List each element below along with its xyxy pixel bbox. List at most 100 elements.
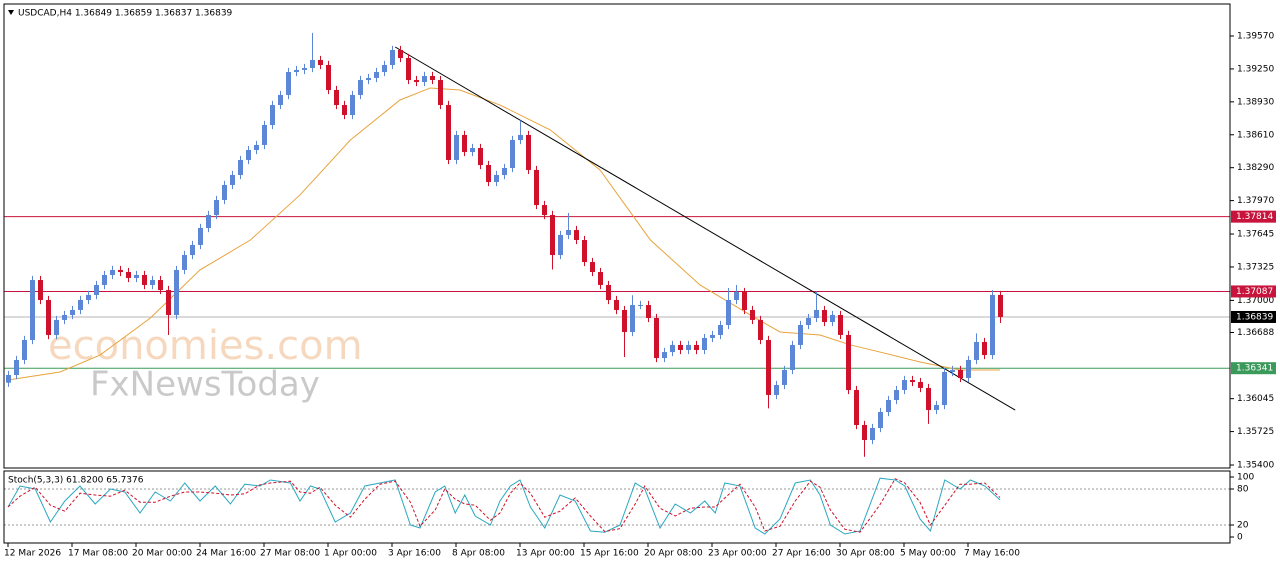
symbol-menu-icon[interactable] (8, 10, 14, 15)
y-tick-label: 1.36688 (1237, 328, 1274, 338)
candle-body (262, 124, 267, 145)
candle-body (910, 380, 915, 382)
x-tick-label: 13 Apr 00:00 (516, 549, 575, 559)
y-tick-label: 1.38930 (1237, 97, 1274, 107)
x-tick-label: 17 Mar 08:00 (68, 549, 128, 559)
candle-body (854, 390, 859, 425)
candle-body (798, 324, 803, 345)
candle-body (206, 215, 211, 228)
watermark: FxNewsToday (90, 365, 320, 405)
candle-body (54, 319, 59, 335)
candle-body (366, 77, 371, 81)
candle-body (118, 269, 123, 273)
candle-body (990, 294, 995, 356)
candle-body (582, 240, 587, 263)
candle-body (654, 317, 659, 359)
candle-body (758, 319, 763, 341)
price-level-box (1231, 310, 1276, 323)
candle-body (390, 49, 395, 66)
candle-body (830, 315, 835, 323)
candle-body (926, 387, 931, 410)
candle-body (126, 272, 131, 278)
indicator-title: Stoch(5,3,3) 61.8200 65.7376 (8, 476, 144, 486)
candle-body (358, 80, 363, 95)
candle-body (302, 67, 307, 70)
candle-body (150, 280, 155, 285)
candle-body (982, 341, 987, 356)
candle-body (230, 174, 235, 185)
candle-body (622, 309, 627, 332)
candle-body (198, 227, 203, 245)
candle-body (974, 341, 979, 360)
candle-body (182, 255, 187, 270)
candle-body (558, 234, 563, 256)
candle-body (94, 284, 99, 295)
candle-body (566, 230, 571, 235)
candle-body (382, 65, 387, 73)
x-tick-label: 15 Apr 16:00 (580, 549, 639, 559)
candle-body (678, 344, 683, 350)
y-tick-label: 0 (1237, 533, 1243, 543)
candle-body (190, 244, 195, 256)
candle-body (326, 65, 331, 91)
candle-body (334, 90, 339, 106)
candle-body (734, 291, 739, 300)
candle-body (998, 294, 1003, 317)
moving-average (7, 87, 1000, 381)
candle-body (462, 134, 467, 153)
candle-body (886, 399, 891, 413)
x-tick-label: 27 Mar 08:00 (260, 549, 320, 559)
candle-body (958, 369, 963, 378)
candle-body (606, 284, 611, 300)
candle-body (278, 94, 283, 106)
candle-body (142, 274, 147, 285)
x-tick-label: 20 Mar 00:00 (132, 549, 192, 559)
candle-body (6, 374, 11, 383)
candle-body (550, 215, 555, 256)
candle-body (438, 80, 443, 106)
candle-body (542, 205, 547, 216)
price-level-box (1231, 362, 1276, 375)
candle-body (270, 105, 275, 125)
candle-body (406, 58, 411, 81)
candle-body (62, 315, 67, 320)
stoch-frame (3, 470, 1231, 544)
candle-body (526, 134, 531, 170)
candle-body (14, 359, 19, 375)
stochastic-line (7, 478, 1001, 533)
price-level-box (1231, 210, 1276, 223)
candle-body (718, 324, 723, 335)
y-tick-label: 1.37000 (1237, 296, 1274, 306)
axes: 1.39570 1.39250 1.38930 1.38610 1.38290 1.379… (4, 31, 1276, 559)
candle-body (846, 334, 851, 391)
trend-line (394, 46, 1016, 411)
candle-body (454, 134, 459, 160)
candle-body (814, 309, 819, 318)
candle-body (894, 390, 899, 400)
y-tick-label: 1.37970 (1237, 196, 1274, 206)
candle-body (534, 169, 539, 206)
y-tick-label: 80 (1237, 485, 1249, 495)
candle-body (502, 167, 507, 175)
candle-body (510, 140, 515, 168)
candle-body (78, 299, 83, 310)
price-level-label: 1.36341 (1236, 364, 1273, 374)
candle-body (478, 148, 483, 166)
y-tick-label: 1.38610 (1237, 130, 1274, 140)
y-tick-label: 1.37325 (1237, 262, 1274, 272)
candle-body (638, 305, 643, 307)
candle-body (470, 148, 475, 153)
candle-body (942, 372, 947, 406)
x-tick-label: 5 May 00:00 (900, 549, 956, 559)
x-tick-label: 24 Mar 16:00 (196, 549, 256, 559)
candle-body (70, 309, 75, 316)
candle-body (614, 299, 619, 310)
candle-body (590, 262, 595, 273)
price-level-label: 1.37814 (1236, 212, 1273, 222)
candle-body (86, 294, 91, 300)
candle-body (934, 405, 939, 410)
x-tick-label: 12 Mar 2026 (4, 549, 61, 559)
candle-body (486, 165, 491, 182)
y-tick-label: 1.39570 (1237, 31, 1274, 41)
